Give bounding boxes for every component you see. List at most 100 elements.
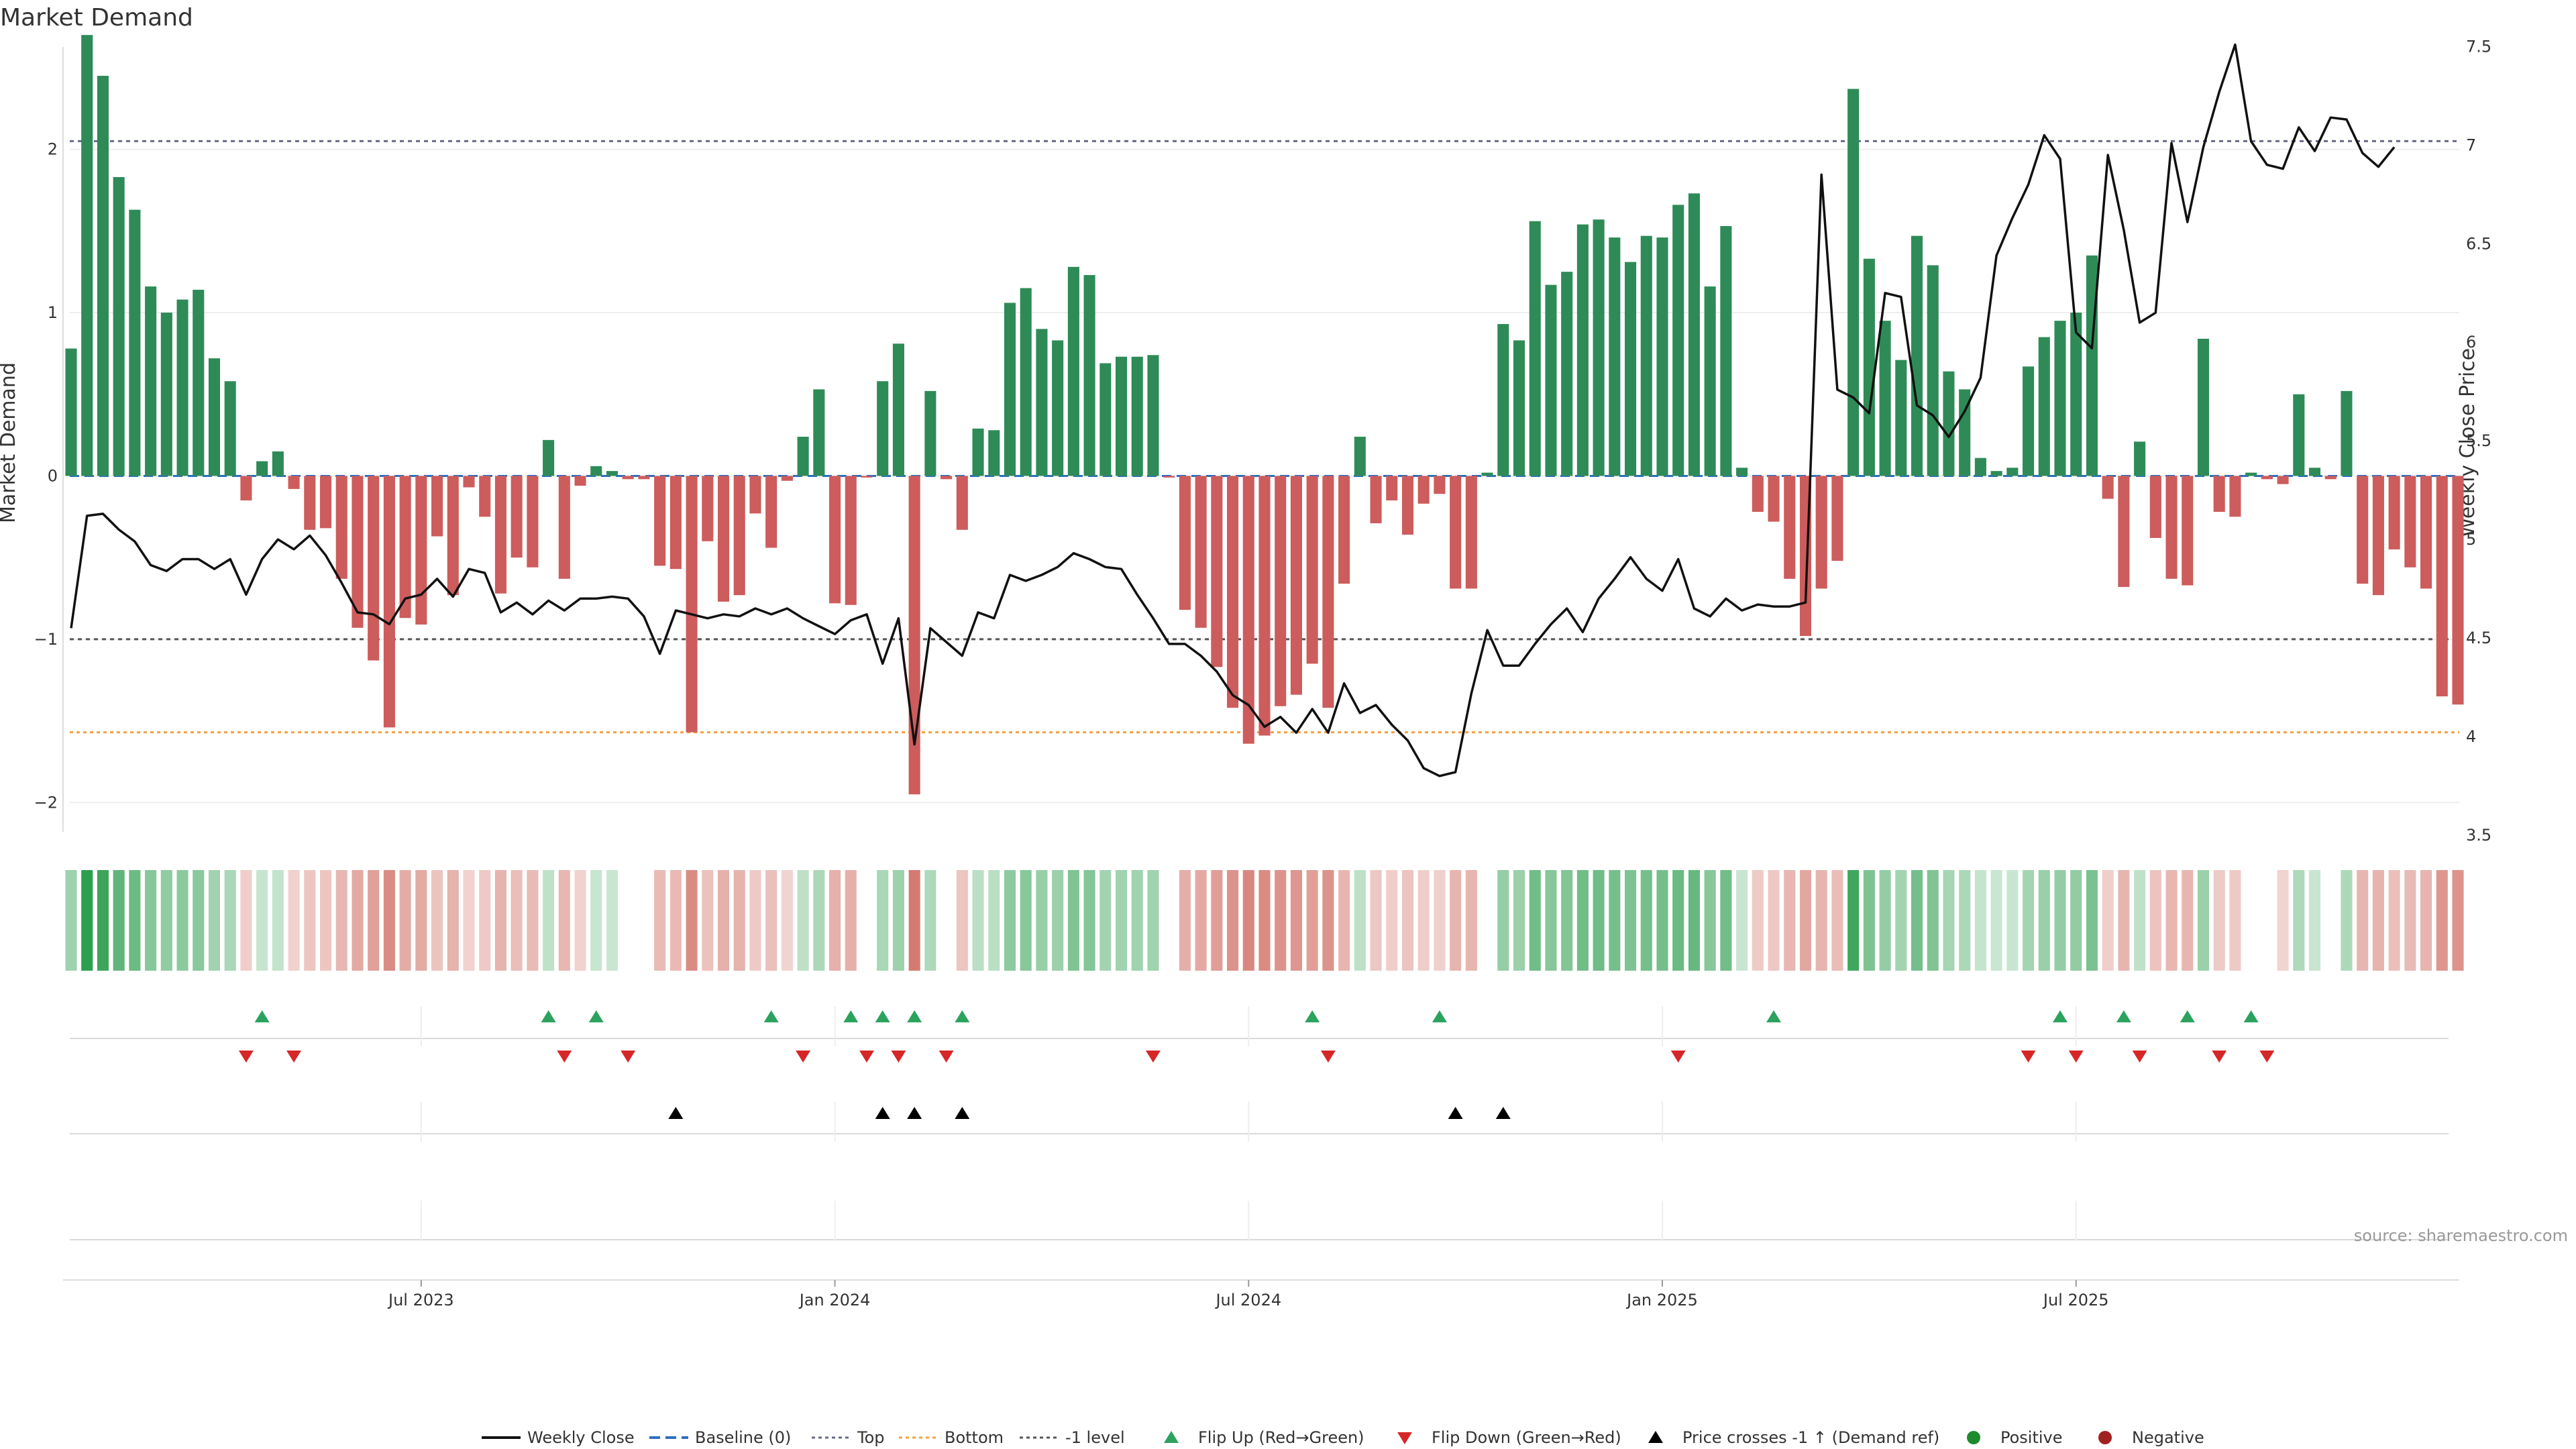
right-tick-label: 6.5	[2466, 234, 2491, 253]
heat-cell	[1704, 870, 1716, 971]
demand-bar	[1258, 476, 1271, 736]
demand-bar	[1576, 224, 1589, 476]
demand-bar	[717, 476, 730, 602]
heat-cell	[2293, 870, 2305, 971]
heat-cell	[1672, 870, 1684, 971]
legend-cross-symbol	[1648, 1431, 1663, 1443]
heat-cell	[113, 870, 125, 971]
demand-bar	[2388, 476, 2400, 549]
demand-bar	[2070, 313, 2082, 476]
right-tick-label: 7	[2466, 136, 2476, 154]
heat-cell	[829, 870, 841, 971]
left-tick-label: 2	[48, 140, 58, 159]
demand-bar	[1211, 476, 1223, 667]
chart-title: Market Demand	[0, 4, 193, 32]
demand-bar	[988, 430, 1000, 476]
heat-cell	[1370, 870, 1382, 971]
demand-bar	[463, 476, 475, 488]
heat-cell	[669, 870, 682, 971]
legend-label: Bottom	[945, 1428, 1004, 1447]
demand-bar	[1290, 476, 1302, 695]
demand-bar	[1481, 472, 1493, 476]
heat-cell	[1545, 870, 1557, 971]
demand-bar	[654, 476, 666, 566]
heat-cell	[1052, 870, 1064, 971]
demand-bar	[1434, 476, 1446, 494]
demand-bar	[319, 476, 332, 529]
heat-cell	[1815, 870, 1827, 971]
demand-bar	[2102, 476, 2114, 499]
demand-heat-strip	[65, 870, 2464, 971]
heat-cell	[924, 870, 936, 971]
legend-label: Flip Up (Red→Green)	[1198, 1428, 1364, 1447]
x-axis: Jul 2023 Jan 2024 Jul 2024 Jan 2025 Jul 2025	[63, 1279, 2459, 1309]
demand-bar	[208, 358, 221, 476]
heat-cell	[494, 870, 506, 971]
heat-cell	[2357, 870, 2369, 971]
heat-cell	[1354, 870, 1366, 971]
demand-bar	[160, 313, 172, 476]
demand-bar	[1354, 437, 1366, 476]
heat-cell	[2197, 870, 2210, 971]
heat-cell	[65, 870, 77, 971]
demand-bar	[797, 437, 809, 476]
demand-bar	[1131, 356, 1143, 476]
demand-bar	[1036, 329, 1048, 476]
demand-bar	[399, 476, 411, 619]
demand-bar	[1115, 356, 1128, 476]
legend-flip-down-symbol	[1397, 1432, 1412, 1444]
demand-bar	[288, 476, 300, 489]
heat-cell	[368, 870, 380, 971]
heat-cell	[479, 870, 491, 971]
demand-bar	[1147, 355, 1159, 476]
flip-up-marker	[588, 1010, 604, 1022]
flip-down-marker	[2021, 1051, 2036, 1063]
demand-bar	[1640, 235, 1652, 476]
demand-bar	[1974, 458, 1986, 476]
heat-cell	[399, 870, 411, 971]
demand-bar	[1417, 476, 1430, 504]
flip-up-marker	[254, 1010, 270, 1022]
heat-cell	[1083, 870, 1095, 971]
demand-bar	[1688, 193, 1700, 476]
heat-cell	[717, 870, 730, 971]
demand-bar	[2165, 476, 2178, 579]
heat-cell	[2118, 870, 2130, 971]
heat-cell	[2436, 870, 2448, 971]
source-note: source: sharemaestro.com	[2354, 1226, 2568, 1245]
demand-bar	[702, 476, 714, 541]
demand-bar	[1927, 265, 1939, 476]
right-tick-label: 6	[2466, 333, 2476, 352]
heat-cell	[2054, 870, 2066, 971]
demand-bar	[224, 381, 236, 476]
legend: Weekly Close Baseline (0) Top Bottom -1 leve…	[482, 1428, 2204, 1447]
heat-cell	[1450, 870, 1462, 971]
demand-bar	[2213, 476, 2225, 512]
demand-bar	[1672, 205, 1684, 476]
demand-bar	[1593, 219, 1605, 476]
heat-cell	[272, 870, 284, 971]
heat-cell	[558, 870, 570, 971]
heat-cell	[606, 870, 619, 971]
demand-bar	[2006, 468, 2019, 476]
flip-up-marker	[843, 1010, 859, 1022]
heat-cell	[1067, 870, 1079, 971]
demand-bar	[622, 476, 634, 480]
heat-cell	[2420, 870, 2432, 971]
heat-cell	[527, 870, 539, 971]
demand-bar	[558, 476, 570, 579]
demand-bar	[145, 286, 157, 476]
flip-up-marker	[2053, 1010, 2068, 1022]
flip-up-marker	[2180, 1010, 2195, 1022]
demand-bar	[1275, 476, 1287, 706]
heat-cell	[447, 870, 459, 971]
heat-cell	[1401, 870, 1414, 971]
demand-bar	[2229, 476, 2241, 517]
demand-bar	[1831, 476, 1843, 561]
heat-cell	[749, 870, 761, 971]
demand-bar	[1513, 340, 1525, 476]
legend-label: Weekly Close	[527, 1428, 635, 1447]
demand-bar	[574, 476, 586, 486]
demand-bar	[256, 461, 268, 476]
heat-cell	[1576, 870, 1589, 971]
